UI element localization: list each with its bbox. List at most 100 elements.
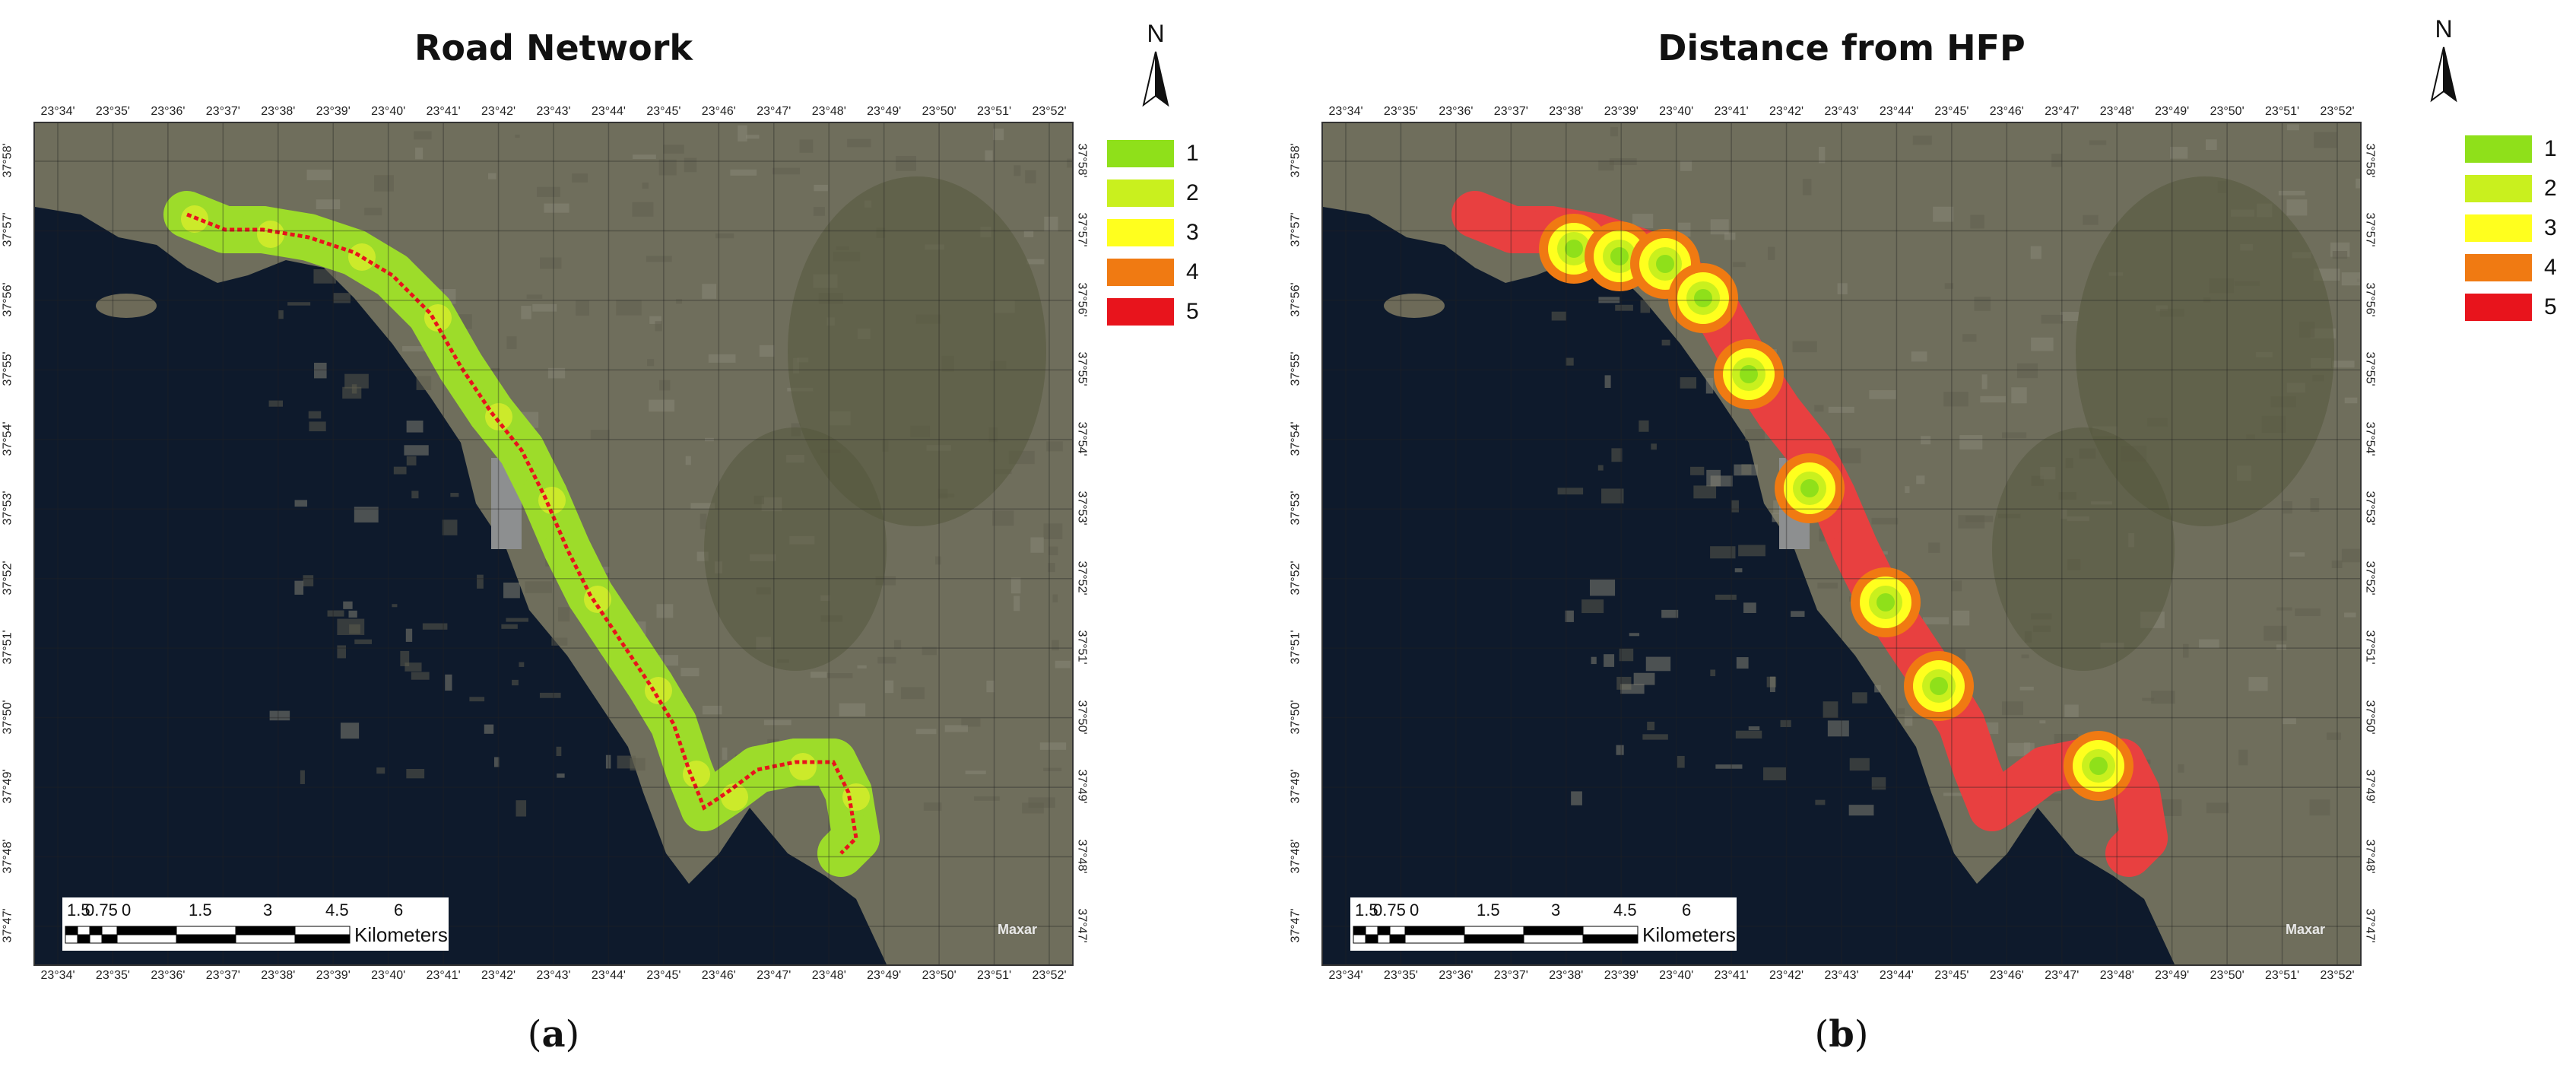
x-tick-label: 23°43' (536, 105, 570, 119)
y-tick-label: 37°57' (2363, 213, 2377, 247)
x-tick-label: 23°49' (2155, 969, 2189, 983)
north-arrow-icon (2421, 15, 2467, 106)
x-tick-label: 23°52' (1032, 969, 1066, 983)
legend-swatch (1107, 259, 1174, 286)
x-tick-label: 23°37' (206, 105, 240, 119)
y-tick-label: 37°52' (1075, 561, 1089, 595)
x-tick-label: 23°49' (867, 105, 901, 119)
satellite-map (1323, 123, 2360, 964)
scale-tick-label: 6 (394, 901, 403, 920)
x-tick-label: 23°35' (1384, 969, 1418, 983)
attribution: Maxar (998, 922, 1037, 938)
x-tick-label: 23°48' (2100, 969, 2134, 983)
legend-label: 5 (2544, 291, 2557, 324)
x-tick-label: 23°39' (316, 105, 351, 119)
x-tick-label: 23°42' (1769, 105, 1804, 119)
y-tick-label: 37°47' (1075, 908, 1089, 942)
scale-bar: 1.5 0.75 0 1.5 3 4.5 6 Kilometers (62, 897, 449, 951)
x-tick-label: 23°34' (1328, 105, 1363, 119)
legend-swatch (2465, 135, 2532, 163)
y-tick-label: 37°48' (2, 839, 15, 873)
scale-tick-label: 0.75 (1373, 901, 1406, 920)
y-tick-label: 37°55' (1290, 352, 1303, 386)
north-arrow: N (1133, 20, 1179, 111)
map-title: Road Network (33, 21, 1074, 75)
x-tick-label: 23°50' (922, 969, 956, 983)
x-tick-label: 23°50' (922, 105, 956, 119)
x-tick-label: 23°35' (96, 105, 130, 119)
x-tick-label: 23°47' (2045, 969, 2079, 983)
legend-item: 2 (2465, 172, 2571, 205)
x-tick-label: 23°39' (316, 969, 351, 983)
x-tick-label: 23°38' (261, 105, 295, 119)
legend-swatch (2465, 254, 2532, 281)
x-tick-label: 23°51' (977, 969, 1011, 983)
x-tick-label: 23°52' (2320, 105, 2354, 119)
x-tick-label: 23°34' (40, 105, 75, 119)
legend-item: 4 (2465, 251, 2571, 284)
y-tick-label: 37°54' (1075, 421, 1089, 456)
y-tick-label: 37°47' (2, 908, 15, 942)
y-tick-label: 37°56' (1075, 282, 1089, 316)
y-tick-label: 37°57' (1075, 213, 1089, 247)
y-tick-label: 37°51' (2363, 631, 2377, 665)
panel-caption: (a) (33, 1012, 1074, 1057)
x-tick-label: 23°38' (1549, 105, 1583, 119)
y-tick-label: 37°48' (2363, 839, 2377, 873)
x-tick-label: 23°51' (2265, 969, 2299, 983)
x-tick-label: 23°40' (371, 105, 405, 119)
legend-swatch (1107, 219, 1174, 246)
scale-unit: Kilometers (354, 923, 448, 947)
scale-bar: 1.5 0.75 0 1.5 3 4.5 6 Kilometers (1350, 897, 1737, 951)
y-tick-label: 37°58' (1290, 143, 1303, 177)
x-tick-label: 23°45' (646, 969, 680, 983)
x-tick-label: 23°40' (371, 969, 405, 983)
map-canvas (1323, 123, 2360, 964)
x-tick-label: 23°34' (40, 969, 75, 983)
x-tick-label: 23°37' (206, 969, 240, 983)
scale-tick-label: 1.5 (189, 901, 212, 920)
y-tick-label: 37°52' (2, 561, 15, 595)
scale-bar-graphic (62, 925, 351, 948)
legend-item: 1 (1107, 137, 1213, 170)
caption-letter: b (1829, 1013, 1854, 1056)
y-tick-label: 37°51' (2, 631, 15, 665)
x-tick-label: 23°34' (1328, 969, 1363, 983)
x-tick-label: 23°45' (1934, 969, 1968, 983)
legend-label: 2 (1186, 176, 1199, 210)
scale-tick-label: 6 (1682, 901, 1691, 920)
legend-swatch (2465, 175, 2532, 202)
x-tick-label: 23°41' (1715, 105, 1749, 119)
x-tick-label: 23°52' (1032, 105, 1066, 119)
y-tick-label: 37°49' (1075, 770, 1089, 804)
x-tick-label: 23°43' (536, 969, 570, 983)
legend-label: 1 (2544, 132, 2557, 166)
y-tick-label: 37°54' (1290, 421, 1303, 456)
x-tick-label: 23°36' (1439, 105, 1473, 119)
legend-label: 1 (1186, 137, 1199, 170)
x-tick-label: 23°50' (2210, 969, 2244, 983)
legend-swatch (2465, 294, 2532, 321)
x-tick-label: 23°35' (1384, 105, 1418, 119)
x-tick-label: 23°36' (1439, 969, 1473, 983)
y-tick-label: 37°50' (1075, 700, 1089, 734)
x-tick-label: 23°38' (261, 969, 295, 983)
x-tick-label: 23°45' (646, 105, 680, 119)
x-tick-label: 23°48' (812, 105, 846, 119)
y-tick-label: 37°50' (1290, 700, 1303, 734)
scale-tick-label: 4.5 (1613, 901, 1637, 920)
y-tick-label: 37°57' (2, 213, 15, 247)
scale-bar-graphic (1350, 925, 1639, 948)
y-tick-label: 37°53' (2363, 491, 2377, 526)
y-tick-label: 37°54' (2, 421, 15, 456)
y-tick-label: 37°56' (1290, 282, 1303, 316)
legend-label: 4 (2544, 251, 2557, 284)
y-tick-label: 37°53' (2, 491, 15, 526)
x-tick-label: 23°44' (592, 105, 626, 119)
island (1384, 294, 1445, 318)
x-tick-label: 23°35' (96, 969, 130, 983)
map-panel-a: Road Network N 12345 1.5 0.75 0 1.5 3 4.5 6 Ki… (0, 0, 1288, 1080)
x-tick-label: 23°39' (1604, 969, 1639, 983)
legend-item: 1 (2465, 132, 2571, 166)
island (96, 294, 157, 318)
